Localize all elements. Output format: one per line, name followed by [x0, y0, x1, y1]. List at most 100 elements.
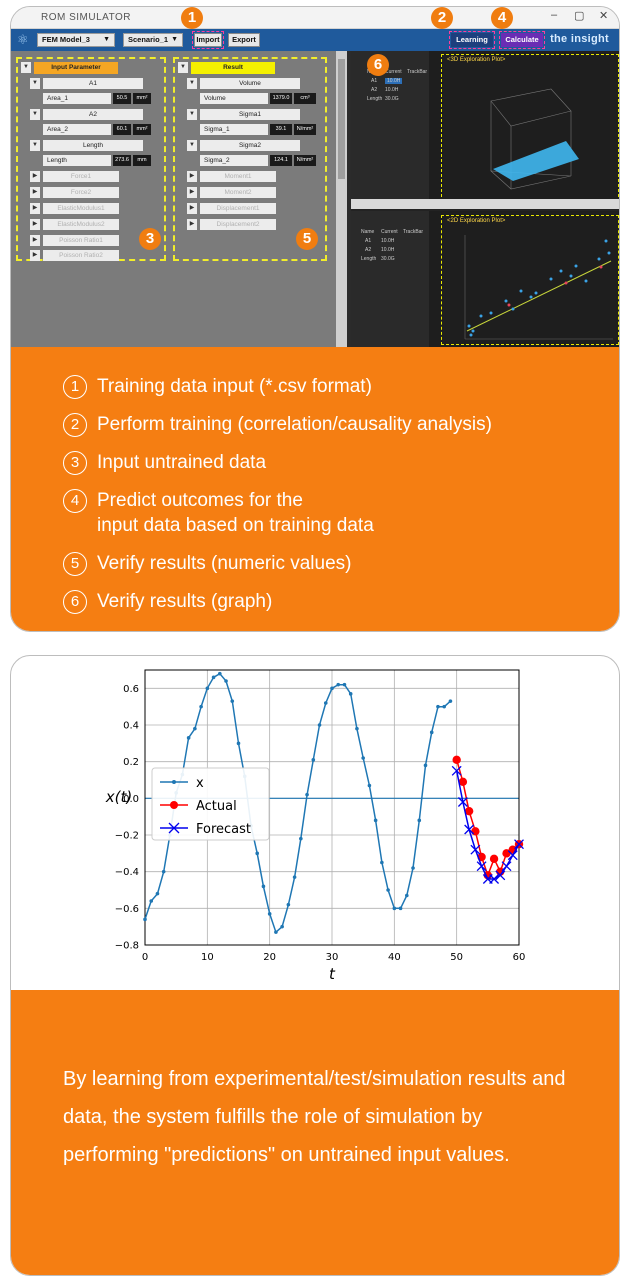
collapse-icon[interactable]: ▼ [30, 140, 40, 151]
calculate-button[interactable]: Calculate [499, 31, 545, 49]
steps-panel: 1 Training data input (*.csv format) 2 Per… [11, 347, 619, 631]
collapse-icon[interactable]: ▼ [187, 109, 197, 120]
x-tick-label: 50 [450, 952, 463, 963]
x-tick-label: 30 [326, 952, 339, 963]
app-title: ROM SIMULATOR [41, 12, 132, 23]
expand-icon[interactable]: ▶ [187, 187, 197, 198]
expand-icon[interactable]: ▶ [187, 219, 197, 230]
expand-icon[interactable]: ▶ [30, 219, 40, 230]
plot-3d-title: <3D Exploration Plot> [447, 57, 506, 63]
group-label-elastic2: ElasticModulus2 [43, 219, 119, 230]
data-point [471, 827, 480, 836]
group-label-displacement1: Displacement1 [200, 203, 276, 214]
step-number: 3 [63, 451, 87, 475]
x-tick-label: 40 [388, 952, 401, 963]
expand-icon[interactable]: ▶ [30, 235, 40, 246]
data-point [452, 755, 461, 765]
expand-icon[interactable]: ▶ [30, 187, 40, 198]
plot-2d-scatter[interactable] [461, 231, 616, 343]
model-select-value: FEM Model_3 [42, 35, 90, 44]
plot-window-2d: Name Current TrackBar A1 10.0H A2 10.0H … [351, 211, 619, 347]
data-point [193, 726, 197, 731]
step-text: Training data input (*.csv format) [97, 376, 372, 397]
data-point [457, 797, 468, 807]
row-value[interactable]: 10.0H [385, 87, 399, 93]
import-button[interactable]: Import [192, 31, 224, 49]
collapse-icon[interactable]: ▼ [178, 62, 188, 73]
table-header-trackbar: TrackBar [407, 69, 428, 75]
close-icon[interactable]: ✕ [599, 10, 609, 22]
vertical-scrollbar[interactable] [336, 51, 347, 347]
model-select[interactable]: FEM Model_3 ▼ [37, 33, 115, 47]
scrollbar-thumb[interactable] [338, 59, 345, 179]
volume-output: 1379.0 [270, 93, 292, 104]
scenario-select[interactable]: Scenario_1 ▼ [123, 33, 183, 47]
area1-input[interactable]: 50.5 [113, 93, 131, 104]
x-tick-label: 20 [263, 952, 276, 963]
param-table-2d: Name Current TrackBar A1 10.0H A2 10.0H … [351, 211, 429, 347]
app-body: ▼ Input Parameter ▼ A1 Area_1 50.5 mm² ▼… [11, 51, 619, 347]
step-badge-2: 2 [431, 7, 453, 29]
row-value[interactable]: 10.0H [385, 78, 403, 84]
data-point [267, 912, 272, 916]
y-tick-label: 0.0 [123, 794, 139, 805]
data-point [373, 818, 378, 823]
horizontal-scrollbar[interactable] [351, 199, 619, 209]
collapse-icon[interactable]: ▼ [30, 109, 40, 120]
sigma1-output: 39.1 [270, 124, 292, 135]
learning-button[interactable]: Learning [449, 31, 495, 49]
chart-legend: x Actual Forecast [151, 767, 270, 841]
export-button[interactable]: Export [228, 33, 260, 47]
y-tick-label: −0.8 [115, 941, 139, 952]
maximize-icon[interactable]: ▢ [574, 10, 585, 22]
y-tick-label: −0.4 [115, 867, 139, 878]
collapse-icon[interactable]: ▼ [187, 78, 197, 89]
step-text: Predict outcomes for the [97, 490, 303, 511]
data-point [317, 723, 322, 727]
data-point [305, 792, 309, 797]
sigma2-unit: N/mm² [294, 155, 316, 166]
step-number: 2 [63, 413, 87, 437]
data-point [186, 736, 191, 740]
plot-3d-surface[interactable] [471, 81, 591, 191]
group-label-elastic1: ElasticModulus1 [43, 203, 119, 214]
param-table-3d: Name Current TrackBar A1 10.0H A2 10.0H … [351, 51, 429, 203]
data-point [495, 870, 506, 881]
data-point [323, 701, 328, 705]
expand-icon[interactable]: ▶ [30, 250, 40, 261]
collapse-icon[interactable]: ▼ [21, 62, 31, 73]
row-value[interactable]: 10.0H [381, 238, 395, 244]
group-label-poisson2: Poisson Ratio2 [43, 250, 119, 261]
legend-box [151, 767, 270, 841]
data-point [274, 930, 278, 934]
minimize-icon[interactable]: – [551, 9, 558, 21]
collapse-icon[interactable]: ▼ [30, 78, 40, 89]
atom-icon: ⚛ [17, 32, 29, 47]
expand-icon[interactable]: ▶ [30, 171, 40, 182]
data-point [423, 763, 428, 768]
y-tick-label: 0.4 [123, 721, 139, 732]
collapse-icon[interactable]: ▼ [187, 140, 197, 151]
expand-icon[interactable]: ▶ [30, 203, 40, 214]
x-tick-label: 60 [513, 952, 526, 963]
data-point [355, 726, 359, 731]
legend-marker [168, 822, 180, 834]
row-value[interactable]: 30.0G [381, 256, 395, 262]
chart-series [143, 671, 524, 934]
table-header-trackbar: TrackBar [403, 229, 424, 235]
data-point [398, 906, 403, 911]
group-label-moment2: Moment2 [200, 187, 276, 198]
sigma1-unit: N/mm² [294, 124, 316, 135]
x-tick-label: 10 [201, 952, 214, 963]
row-value[interactable]: 10.0H [381, 247, 395, 253]
input-parameter-panel: ▼ Input Parameter ▼ A1 Area_1 50.5 mm² ▼… [16, 57, 166, 261]
row-value[interactable]: 30.0G [385, 96, 399, 102]
step-text: Input untrained data [97, 452, 267, 473]
length-input[interactable]: 273.6 [113, 155, 131, 166]
group-label-poisson1: Poisson Ratio1 [43, 235, 119, 246]
area2-input[interactable]: 60.1 [113, 124, 131, 135]
row-name: Length [367, 96, 383, 102]
step-item-1: 1 Training data input (*.csv format) [63, 375, 372, 399]
expand-icon[interactable]: ▶ [187, 171, 197, 182]
expand-icon[interactable]: ▶ [187, 203, 197, 214]
